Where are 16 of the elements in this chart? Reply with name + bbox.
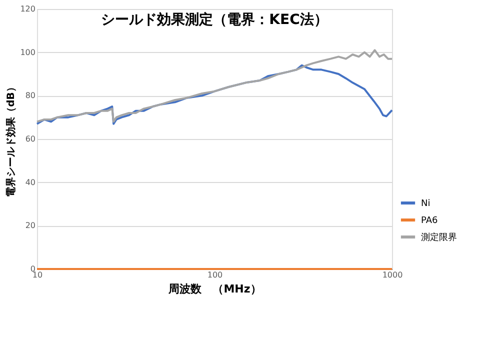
y-tick-label: 40 [25,178,36,187]
chart-title: シールド効果測定（電界：KEC法） [101,11,328,28]
x-tick-label: 1000 [382,270,403,280]
y-tick-label: 120 [20,4,36,14]
x-axis-title: 周波数 （MHz） [168,282,262,296]
x-tick-label: 10 [32,270,43,280]
y-tick-label: 100 [20,48,36,57]
legend-label: PA6 [421,216,438,226]
legend-label: 測定限界 [421,232,457,243]
y-tick-label: 20 [25,221,36,230]
y-tick-label: 60 [25,134,36,144]
y-tick-label: 0 [30,264,36,274]
y-tick-label: 80 [25,91,36,100]
legend-label: Ni [421,199,430,209]
y-axis-title: 電界シールド効果（dB） [5,82,18,197]
x-tick-label: 100 [207,270,223,280]
